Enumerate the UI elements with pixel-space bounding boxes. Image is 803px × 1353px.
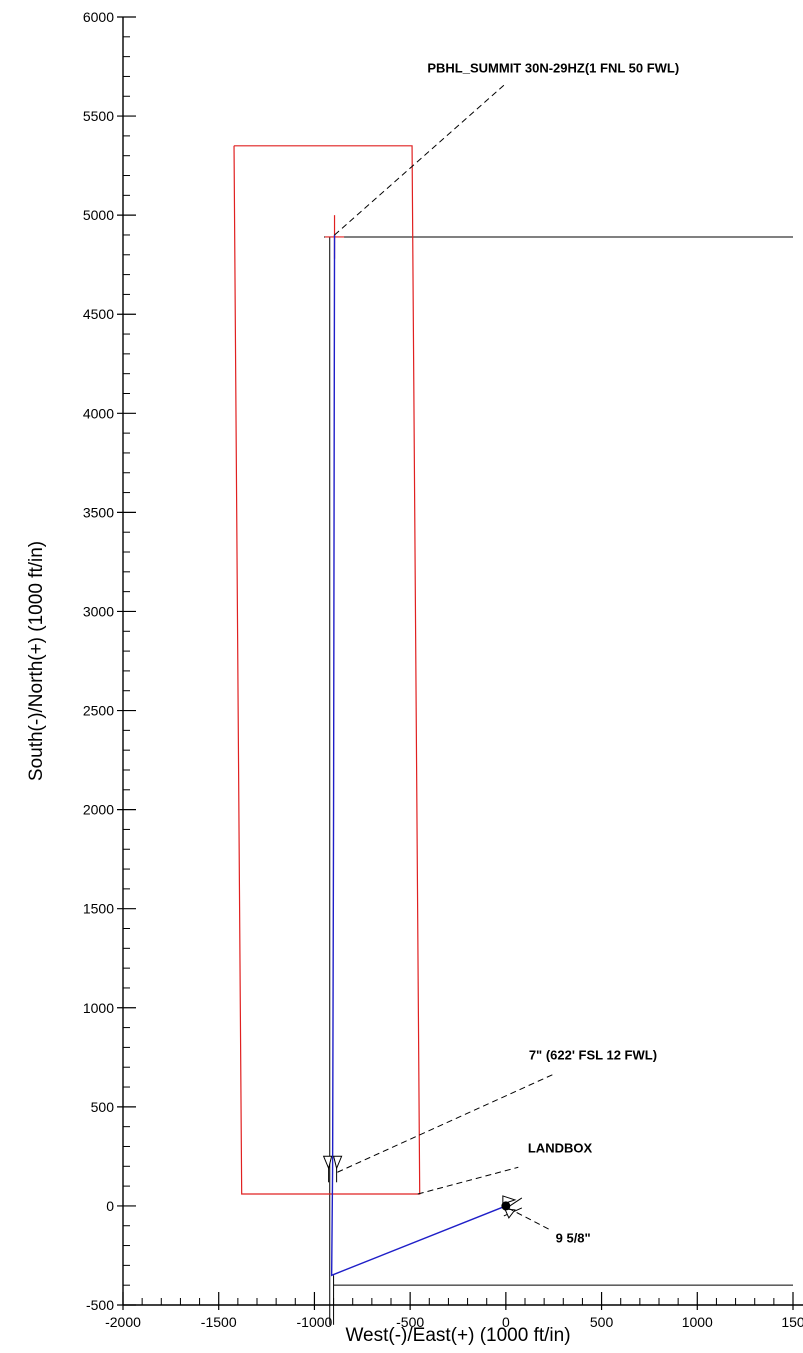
x-tick-label: 0 — [502, 1314, 510, 1330]
x-tick-label: 150 — [781, 1314, 803, 1330]
y-tick-label: 1000 — [83, 1000, 114, 1016]
target-box — [233, 145, 421, 1195]
x-tick-label: -1500 — [201, 1314, 237, 1330]
y-tick-label: 5000 — [83, 207, 114, 223]
y-tick-label: 1500 — [83, 901, 114, 917]
y-tick-label: 2000 — [83, 802, 114, 818]
annotation-leader-3 — [507, 1207, 551, 1231]
y-tick-label: 0 — [106, 1198, 114, 1214]
casing-marker-7in-left — [322, 1155, 333, 1170]
y-tick-label: 4500 — [83, 306, 114, 322]
y-tick-label: 4000 — [83, 405, 114, 421]
x-tick-label: -500 — [396, 1314, 424, 1330]
annotations-layer: PBHL_SUMMIT 30N-29HZ(1 FNL 50 FWL) 7" (62… — [322, 60, 679, 1246]
y-axis-title: South(-)/North(+) (1000 ft/in) — [26, 541, 47, 781]
x-tick-label: -1000 — [297, 1314, 333, 1330]
y-tick-label: 2500 — [83, 703, 114, 719]
y-tick-label: 3000 — [83, 603, 114, 619]
annotation-leader-0 — [334, 83, 506, 236]
y-tick-label: 500 — [91, 1099, 115, 1115]
y-tick-label: 3500 — [83, 504, 114, 520]
axes-layer: -500050010001500200025003000350040004500… — [83, 9, 803, 1330]
y-tick-label: 6000 — [83, 9, 114, 25]
annotation-label-3: 9 5/8" — [556, 1231, 591, 1246]
x-tick-label: 1000 — [682, 1314, 713, 1330]
wellpath-line — [330, 234, 507, 1277]
annotation-leader-2 — [417, 1166, 519, 1195]
x-tick-label: 500 — [590, 1314, 614, 1330]
x-tick-label: -2000 — [105, 1314, 141, 1330]
annotation-label-0: PBHL_SUMMIT 30N-29HZ(1 FNL 50 FWL) — [427, 60, 679, 75]
x-axis-title: West(-)/East(+) (1000 ft/in) — [345, 1325, 570, 1346]
y-tick-label: 5500 — [83, 108, 114, 124]
annotation-label-1: 7" (622' FSL 12 FWL) — [529, 1047, 657, 1062]
annotation-leader-1 — [337, 1073, 554, 1173]
y-tick-label: -500 — [86, 1297, 114, 1313]
series-layer — [233, 145, 793, 1325]
annotation-label-2: LANDBOX — [528, 1140, 593, 1155]
casing-marker-7in-right — [332, 1155, 343, 1170]
